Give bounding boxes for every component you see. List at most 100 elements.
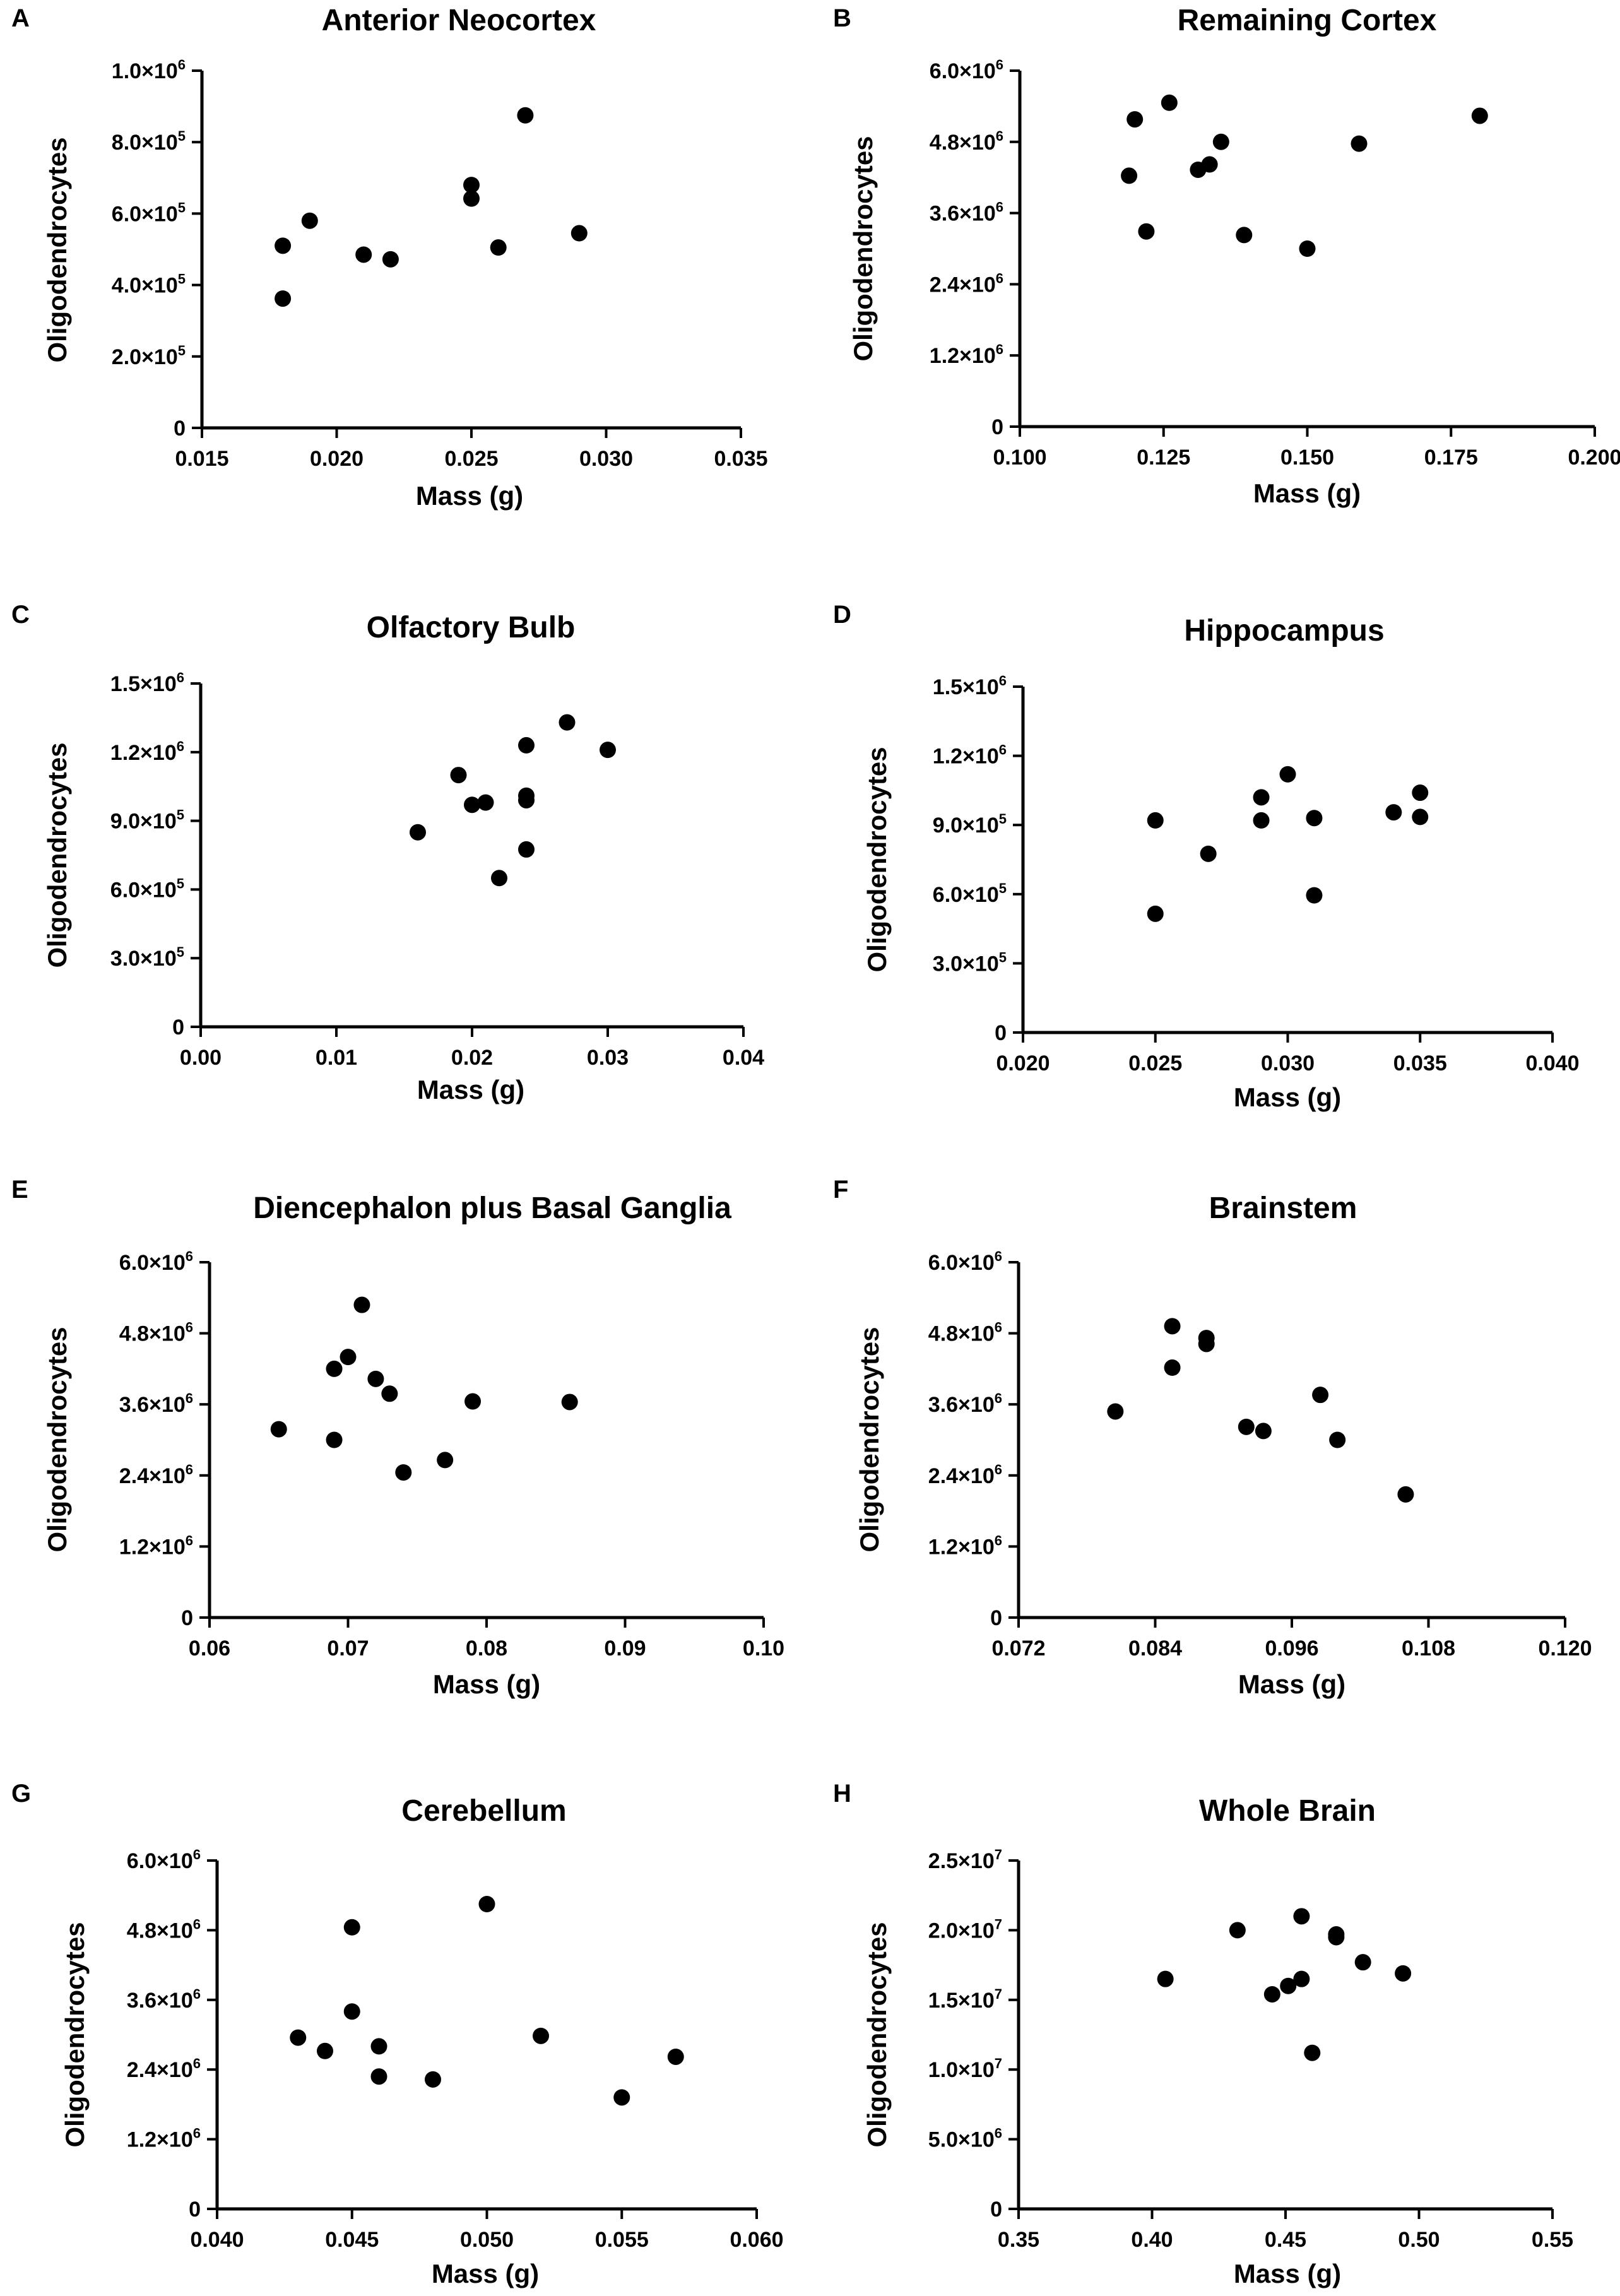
y-tick-mantissa: 4.8×10 <box>119 1322 186 1346</box>
y-tick-mantissa: 2.4×10 <box>928 1464 995 1488</box>
data-point <box>290 2029 307 2046</box>
y-tick-mantissa: 2.5×10 <box>928 1849 995 1873</box>
panel-letter: D <box>833 601 851 629</box>
data-point <box>275 290 292 307</box>
data-point <box>450 767 467 784</box>
chart-title: Cerebellum <box>401 1794 566 1828</box>
y-tick-label: 2.4×106 <box>930 270 1003 297</box>
x-tick-label: 0.035 <box>714 447 767 471</box>
data-point <box>1107 1403 1124 1420</box>
y-axis-label: Oligodendrocytes <box>60 1922 90 2147</box>
y-tick-mantissa: 9.0×10 <box>110 810 177 834</box>
y-tick-label: 4.0×105 <box>112 271 186 298</box>
y-tick-exponent: 6 <box>193 1916 201 1932</box>
data-point <box>1280 1977 1297 1994</box>
x-tick-label: 0.072 <box>991 1636 1045 1660</box>
y-tick-mantissa: 6.0×10 <box>110 878 177 902</box>
data-point <box>561 1394 578 1411</box>
y-tick-mantissa: 4.8×10 <box>928 1322 995 1346</box>
y-tick-exponent: 6 <box>193 2126 201 2141</box>
x-tick-label: 0.07 <box>327 1636 369 1660</box>
chart-title: Hippocampus <box>1184 614 1384 648</box>
x-tick-label: 0.02 <box>451 1046 493 1070</box>
y-tick-label: 2.4×106 <box>928 1462 1002 1488</box>
data-point <box>437 1452 454 1469</box>
panel-letter: H <box>833 1780 851 1808</box>
y-tick-mantissa: 0 <box>995 1021 1007 1045</box>
y-tick-exponent: 6 <box>186 1248 193 1264</box>
data-point <box>1306 810 1323 827</box>
y-tick-exponent: 7 <box>995 2056 1002 2071</box>
data-point <box>667 2048 684 2065</box>
y-tick-exponent: 6 <box>193 1986 201 2002</box>
y-tick-exponent: 7 <box>995 1916 1002 1932</box>
data-point <box>1354 1954 1371 1971</box>
panel-letter: G <box>11 1780 31 1808</box>
y-tick-exponent: 6 <box>995 1390 1002 1406</box>
data-point <box>1255 1423 1272 1440</box>
data-point <box>340 1349 357 1366</box>
data-point <box>600 742 616 759</box>
data-point <box>353 1296 370 1313</box>
y-tick-mantissa: 1.2×10 <box>119 1535 186 1559</box>
data-point <box>490 239 507 256</box>
y-tick-mantissa: 5.0×10 <box>928 2128 995 2152</box>
x-tick-label: 0.40 <box>1131 2228 1173 2252</box>
y-tick-exponent: 5 <box>177 875 184 891</box>
y-tick-label: 1.2×106 <box>928 1532 1002 1559</box>
y-tick-mantissa: 2.4×10 <box>127 2058 193 2082</box>
y-tick-label: 3.0×105 <box>110 944 184 971</box>
data-point <box>1471 107 1488 124</box>
y-tick-mantissa: 1.5×10 <box>933 675 999 699</box>
data-point <box>491 870 507 887</box>
y-tick-label: 3.6×106 <box>127 1986 201 2013</box>
y-tick-label: 4.8×106 <box>127 1916 201 1943</box>
y-tick-label: 1.2×106 <box>110 738 184 765</box>
y-tick-mantissa: 1.0×10 <box>928 2058 995 2082</box>
data-point <box>463 190 480 207</box>
panel-c: C Olfactory Bulb 0.00 0.01 0.02 0.03 0.04 0 3.0×… <box>11 601 764 1104</box>
x-tick-label: 0.04 <box>723 1046 764 1070</box>
data-point <box>1121 167 1138 184</box>
data-point <box>1198 1335 1215 1352</box>
y-tick-mantissa: 1.0×10 <box>112 59 178 83</box>
y-tick-mantissa: 3.6×10 <box>127 1989 193 2013</box>
data-point <box>613 2089 630 2106</box>
x-axis-label: Mass (g) <box>416 481 523 511</box>
x-tick-label: 0.35 <box>998 2228 1039 2252</box>
x-tick-label: 0.06 <box>189 1636 230 1660</box>
y-tick-exponent: 5 <box>178 343 186 358</box>
y-tick-label: 4.8×106 <box>119 1320 193 1346</box>
x-tick-label: 0.200 <box>1568 446 1620 470</box>
y-tick-label: 3.6×106 <box>930 199 1003 226</box>
y-tick-exponent: 5 <box>177 807 184 823</box>
data-point <box>1328 1929 1345 1946</box>
data-point <box>1263 1985 1280 2003</box>
x-tick-label: 0.045 <box>325 2228 379 2252</box>
y-tick-exponent: 7 <box>995 1986 1002 2002</box>
data-point <box>1236 227 1253 244</box>
y-tick-mantissa: 2.0×10 <box>928 1919 995 1943</box>
y-tick-exponent: 6 <box>995 1248 1002 1264</box>
panel-g: G Cerebellum 0.040 0.045 0.050 0.055 0.060 0 1.2… <box>11 1780 784 2288</box>
y-tick-exponent: 6 <box>996 128 1003 144</box>
y-tick-label: 0 <box>990 1606 1002 1630</box>
y-tick-mantissa: 6.0×10 <box>127 1849 193 1873</box>
y-tick-label: 3.6×106 <box>928 1390 1002 1417</box>
y-tick-label: 0 <box>995 1021 1007 1045</box>
data-point <box>1412 808 1429 825</box>
y-tick-exponent: 6 <box>193 1847 201 1862</box>
data-point <box>425 2071 441 2088</box>
y-tick-label: 8.0×105 <box>112 128 186 155</box>
x-axis-label: Mass (g) <box>1234 2259 1341 2288</box>
y-tick-label: 1.2×106 <box>930 341 1003 368</box>
data-point <box>1253 789 1270 806</box>
y-tick-exponent: 6 <box>186 1320 193 1335</box>
panel-letter: F <box>833 1176 848 1204</box>
y-tick-label: 1.5×106 <box>110 670 184 696</box>
x-tick-label: 0.175 <box>1424 446 1478 470</box>
y-tick-mantissa: 2.0×10 <box>112 345 178 369</box>
y-tick-exponent: 6 <box>177 670 184 685</box>
data-point <box>382 251 399 268</box>
